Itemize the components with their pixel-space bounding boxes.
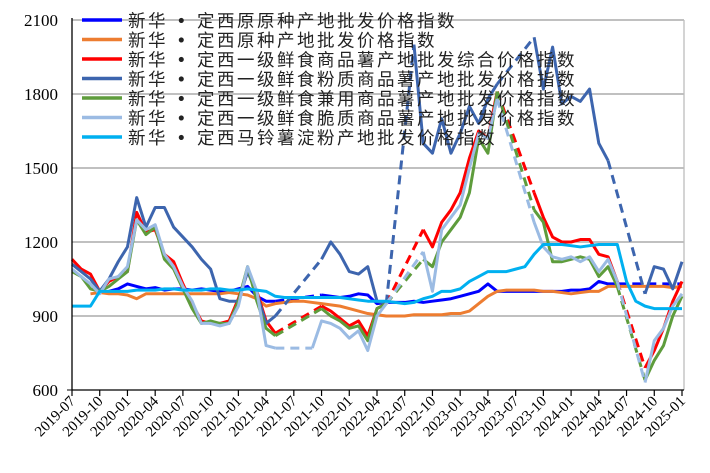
series-line-segment: [422, 91, 499, 269]
series-line-segment: [72, 242, 682, 311]
series-gap-dashed-line: [384, 228, 425, 305]
series-line-segment: [532, 192, 619, 282]
series-lines: [70, 36, 684, 383]
legend-label: 新华 • 定西原原种产地批发价格指数: [128, 12, 457, 32]
series-line-segment: [412, 44, 499, 155]
y-tick-label: 900: [33, 307, 59, 326]
series-gap-dashed-line: [274, 307, 323, 338]
series-line-segment: [71, 218, 276, 350]
series-6: [71, 98, 684, 383]
legend-label: 新华 • 定西一级鲜食兼用商品薯产地批发价格指数: [128, 90, 577, 110]
series-gap-dashed-line: [495, 98, 536, 223]
series-7: [71, 242, 683, 311]
series-line-segment: [532, 37, 610, 162]
y-tick-label: 2100: [24, 11, 58, 30]
series-gap-dashed-line: [606, 160, 647, 295]
y-tick-label: 600: [33, 381, 59, 400]
series-gap-dashed-line: [274, 304, 323, 335]
series-gap-dashed-line: [615, 281, 647, 383]
series-gap-dashed-line: [385, 250, 425, 305]
y-tick-label: 1800: [24, 85, 58, 104]
series-line-segment: [320, 240, 387, 306]
series-line-segment: [532, 221, 619, 283]
series-line-segment: [643, 292, 684, 383]
y-tick-label: 1500: [24, 159, 58, 178]
series-line-segment: [643, 261, 684, 295]
series-gap-dashed-line: [384, 44, 416, 304]
series-gap-dashed-line: [495, 36, 536, 86]
gridlines: [72, 19, 685, 390]
series-line-segment: [320, 302, 387, 343]
series-line-segment: [421, 98, 499, 293]
series-line-segment: [321, 279, 618, 306]
series-gap-dashed-line: [274, 258, 323, 317]
series-gap-dashed-line: [385, 258, 425, 305]
series-line-segment: [310, 302, 388, 353]
legend-label: 新华 • 定西马铃薯淀粉产地批发价格指数: [128, 129, 497, 149]
legend-label: 新华 • 定西一级鲜食粉质商品薯产地批发价格指数: [128, 71, 577, 91]
legend-label: 新华 • 定西一级鲜食脆质商品薯产地批发价格指数: [128, 110, 577, 130]
y-tick-label: 1200: [24, 233, 58, 252]
legend-label: 新华 • 定西原种产地批发价格指数: [128, 32, 437, 52]
series-gap-dashed-line: [495, 91, 536, 211]
legend-label: 新华 • 定西一级鲜食商品薯产地批发综合价格指数: [128, 51, 577, 71]
